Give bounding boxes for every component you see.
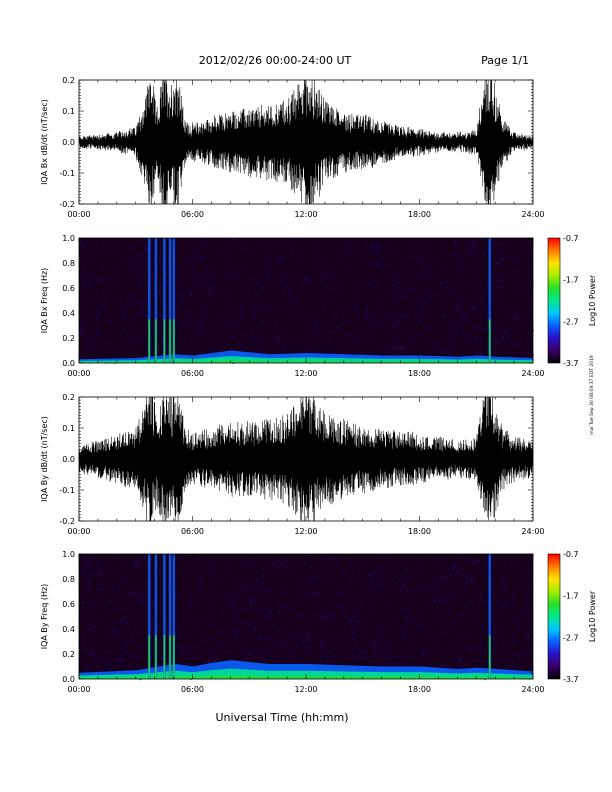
y-axis-label: IQA By Freq (Hz) — [40, 584, 49, 650]
y-tick-label: -0.1 — [59, 169, 75, 178]
spectrogram-speckle — [79, 238, 535, 365]
x-tick-label: 06:00 — [181, 685, 204, 694]
x-tick-label: 18:00 — [408, 369, 431, 378]
figure-title: 2012/02/26 00:00-24:00 UT — [199, 54, 352, 67]
burst-core — [163, 635, 166, 679]
y-tick-label: 0.6 — [62, 600, 75, 609]
spectrogram-speckle — [79, 554, 534, 681]
y-tick-label: 0.6 — [62, 284, 75, 293]
y-tick-label: 0.2 — [62, 393, 75, 402]
y-tick-label: 0.0 — [62, 359, 75, 368]
burst-column — [168, 238, 172, 363]
x-tick-label: 18:00 — [408, 210, 431, 219]
burst-core — [169, 319, 171, 363]
x-tick-label: 00:00 — [67, 210, 90, 219]
x-tick-label: 18:00 — [408, 685, 431, 694]
colorbar-tick-label: -2.7 — [563, 317, 579, 326]
y-tick-label: 0.2 — [62, 650, 75, 659]
x-tick-label: 06:00 — [181, 369, 204, 378]
burst-column — [172, 554, 176, 679]
x-tick-label: 00:00 — [67, 527, 90, 536]
x-tick-label: 24:00 — [521, 369, 544, 378]
x-tick-label: 06:00 — [181, 527, 204, 536]
panels-group: 00:00 06:00 12:00 18:00 24:00 -0.2 -0.1 0.0 0.1 0… — [40, 76, 597, 694]
panel-bx_dbdt: 00:00 06:00 12:00 18:00 24:00 -0.2 -0.1 0.0 0.1 0… — [40, 76, 545, 219]
colorbar-tick-label: -0.7 — [563, 234, 579, 243]
waveform-trace — [78, 79, 534, 205]
y-tick-label: 0.1 — [62, 424, 75, 433]
burst-core — [173, 635, 175, 679]
burst-core — [488, 319, 491, 363]
colorbar — [547, 553, 561, 680]
y-tick-label: 0.0 — [62, 675, 75, 684]
x-tick-label: 06:00 — [181, 210, 204, 219]
colorbar-tick-label: -3.7 — [563, 359, 579, 368]
x-tick-label: 12:00 — [294, 210, 317, 219]
x-tick-label: 24:00 — [521, 210, 544, 219]
y-tick-label: 0.1 — [62, 107, 75, 116]
colorbar-tick-label: -2.7 — [563, 633, 579, 642]
x-tick-label: 12:00 — [294, 685, 317, 694]
burst-column — [147, 238, 151, 363]
burst-core — [148, 319, 150, 363]
y-axis-label: IQA Bx Freq (Hz) — [40, 268, 49, 334]
y-tick-label: 0.4 — [62, 625, 75, 634]
side-note: mal Tue Sep 30 08:09:37 EDT 2019 — [589, 355, 595, 435]
waveform-trace — [78, 396, 534, 522]
page-indicator: Page 1/1 — [481, 54, 529, 67]
burst-column — [488, 238, 491, 363]
burst-core — [169, 635, 171, 679]
x-tick-label: 18:00 — [408, 527, 431, 536]
y-tick-label: -0.2 — [59, 517, 75, 526]
y-tick-label: -0.2 — [59, 200, 75, 209]
x-tick-label: 24:00 — [521, 685, 544, 694]
burst-core — [155, 319, 157, 363]
colorbar-tick-label: -1.7 — [563, 276, 579, 285]
x-tick-label: 24:00 — [521, 527, 544, 536]
panel-by_freq: -0.7 -1.7 -2.7 -3.7 Log10 Power 00:00 06:00 12:… — [40, 550, 597, 694]
colorbar-tick-label: -1.7 — [563, 592, 579, 601]
panel-by_dbdt: 00:00 06:00 12:00 18:00 24:00 -0.2 -0.1 0.0 0.1 0… — [40, 393, 545, 536]
colorbar-tick-label: -3.7 — [563, 675, 579, 684]
x-tick-label: 12:00 — [294, 369, 317, 378]
y-tick-label: 0.2 — [62, 76, 75, 85]
y-tick-label: 0.0 — [62, 138, 75, 147]
spectrogram-bg — [79, 554, 533, 679]
y-tick-label: 0.8 — [62, 259, 75, 268]
x-tick-label: 12:00 — [294, 527, 317, 536]
y-tick-label: 1.0 — [62, 550, 75, 559]
x-tick-label: 00:00 — [67, 685, 90, 694]
x-axis-title: Universal Time (hh:mm) — [216, 711, 349, 724]
y-axis-label: IQA Bx dB/dt (nT/sec) — [40, 99, 49, 185]
y-tick-label: 0.2 — [62, 334, 75, 343]
lowfreq-band — [79, 660, 534, 679]
burst-core — [163, 319, 166, 363]
y-tick-label: 0.0 — [62, 455, 75, 464]
burst-column — [163, 554, 166, 679]
burst-column — [154, 238, 158, 363]
burst-core — [148, 635, 150, 679]
colorbar-label: Log10 Power — [588, 274, 597, 326]
colorbar-tick-label: -0.7 — [563, 550, 579, 559]
burst-column — [168, 554, 172, 679]
burst-column — [154, 554, 158, 679]
burst-core — [488, 635, 491, 679]
panel-bx_freq: -0.7 -1.7 -2.7 -3.7 Log10 Power 00:00 06:00 12:… — [40, 234, 597, 378]
burst-column — [147, 554, 151, 679]
y-tick-label: 0.4 — [62, 309, 75, 318]
spectrogram-bg — [79, 238, 533, 363]
burst-core — [155, 635, 157, 679]
burst-column — [163, 238, 166, 363]
y-tick-label: 1.0 — [62, 234, 75, 243]
burst-column — [172, 238, 176, 363]
y-axis-label: IQA By dB/dt (nT/sec) — [40, 416, 49, 502]
x-tick-label: 00:00 — [67, 369, 90, 378]
y-tick-label: 0.8 — [62, 575, 75, 584]
y-tick-label: -0.1 — [59, 486, 75, 495]
colorbar — [547, 237, 561, 364]
burst-core — [173, 319, 175, 363]
burst-column — [488, 554, 491, 679]
colorbar-label: Log10 Power — [588, 590, 597, 642]
